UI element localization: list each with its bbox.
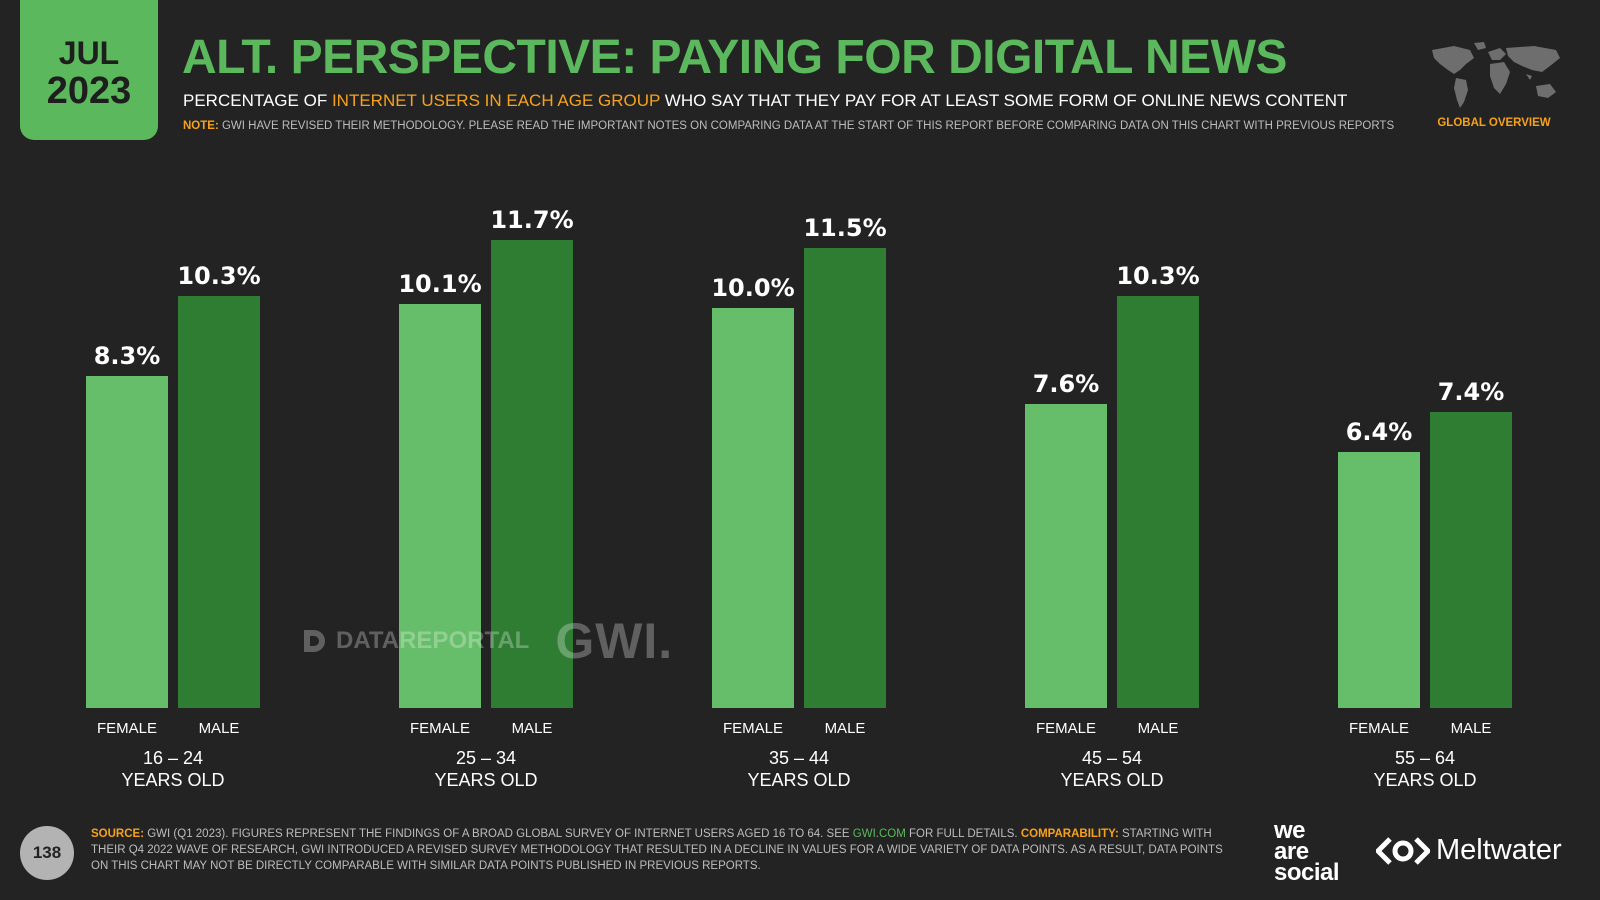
category-suffix-3: YEARS OLD [747,770,850,790]
series-label-female-1: FEMALE [97,720,157,737]
bar-female-1 [86,376,168,708]
datareportal-text: DATAREPORTAL [336,627,530,654]
bar-female-5 [1338,452,1420,708]
series-label-male-2: MALE [512,720,553,737]
source-link[interactable]: GWI.COM [852,828,906,840]
category-label-3: 35 – 44 [769,748,829,768]
gwi-watermark: GWI. [555,613,674,669]
series-label-male-5: MALE [1451,720,1492,737]
global-overview-label: GLOBAL OVERVIEW [1437,117,1551,129]
logo-are: are [1274,838,1309,865]
data-label-female-1: 8.3% [94,342,161,370]
comparability-label: COMPARABILITY: [1020,828,1119,840]
bar-male-3 [804,248,886,708]
subtitle-highlight: INTERNET USERS IN EACH AGE GROUP [331,91,661,110]
data-label-male-3: 11.5% [803,214,886,242]
source-text-2: FOR FULL DETAILS. [905,828,1021,840]
category-suffix-5: YEARS OLD [1373,770,1476,790]
badge-year: 2023 [46,70,132,112]
logo-social: social [1274,859,1340,886]
category-suffix-2: YEARS OLD [434,770,537,790]
bar-female-3 [712,308,794,708]
series-label-female-3: FEMALE [723,720,783,737]
category-suffix-1: YEARS OLD [121,770,224,790]
bar-male-2 [491,240,573,708]
note-text: GWI HAVE REVISED THEIR METHODOLOGY. PLEA… [218,120,1395,132]
bar-male-5 [1430,412,1512,708]
category-label-2: 25 – 34 [456,748,516,768]
date-badge: JUL 2023 [20,0,158,140]
comparability-text: STARTING WITH THEIR Q4 2022 WAVE OF RESE… [91,828,1223,872]
data-label-female-4: 7.6% [1033,370,1100,398]
badge-month: JUL [58,35,120,71]
meltwater-logo: Meltwater [1376,834,1562,867]
bar-male-4 [1117,296,1199,708]
source-footnote: SOURCE: GWI (Q1 2023). FIGURES REPRESENT… [91,826,1241,874]
series-label-male-3: MALE [825,720,866,737]
data-label-male-4: 10.3% [1116,262,1199,290]
data-label-female-2: 10.1% [398,270,481,298]
page-subtitle: PERCENTAGE OF INTERNET USERS IN EACH AGE… [183,91,1347,111]
source-label: SOURCE: [91,828,145,840]
category-label-4: 45 – 54 [1082,748,1142,768]
meltwater-text: Meltwater [1436,834,1562,866]
data-label-female-3: 10.0% [711,274,794,302]
we-are-social-logo: we are social [1274,817,1340,886]
page-number: 138 [20,826,74,880]
bar-female-2 [399,304,481,708]
source-text: GWI (Q1 2023). FIGURES REPRESENT THE FIN… [144,828,853,840]
logo-we: we [1274,817,1306,844]
methodology-note: NOTE: GWI HAVE REVISED THEIR METHODOLOGY… [183,120,1394,132]
datareportal-logo-icon [304,630,325,652]
category-label-5: 55 – 64 [1395,748,1455,768]
meltwater-mark-icon [1376,836,1430,865]
bar-female-4 [1025,404,1107,708]
category-label-1: 16 – 24 [143,748,203,768]
subtitle-post: WHO SAY THAT THEY PAY FOR AT LEAST SOME … [660,91,1348,110]
series-label-female-2: FEMALE [410,720,470,737]
page-title: ALT. PERSPECTIVE: PAYING FOR DIGITAL NEW… [182,31,1287,84]
series-label-female-5: FEMALE [1349,720,1409,737]
data-label-male-5: 7.4% [1438,378,1505,406]
subtitle-pre: PERCENTAGE OF [183,91,332,110]
data-label-female-5: 6.4% [1346,418,1413,446]
datareportal-watermark: DATAREPORTAL [300,626,529,656]
category-suffix-4: YEARS OLD [1060,770,1163,790]
data-label-male-1: 10.3% [177,262,260,290]
series-label-female-4: FEMALE [1036,720,1096,737]
series-label-male-1: MALE [199,720,240,737]
world-map-icon [1432,42,1560,108]
note-label: NOTE: [183,120,219,132]
data-label-male-2: 11.7% [490,206,573,234]
series-label-male-4: MALE [1138,720,1179,737]
bar-male-1 [178,296,260,708]
watermark: DATAREPORTAL GWI. [300,612,673,670]
